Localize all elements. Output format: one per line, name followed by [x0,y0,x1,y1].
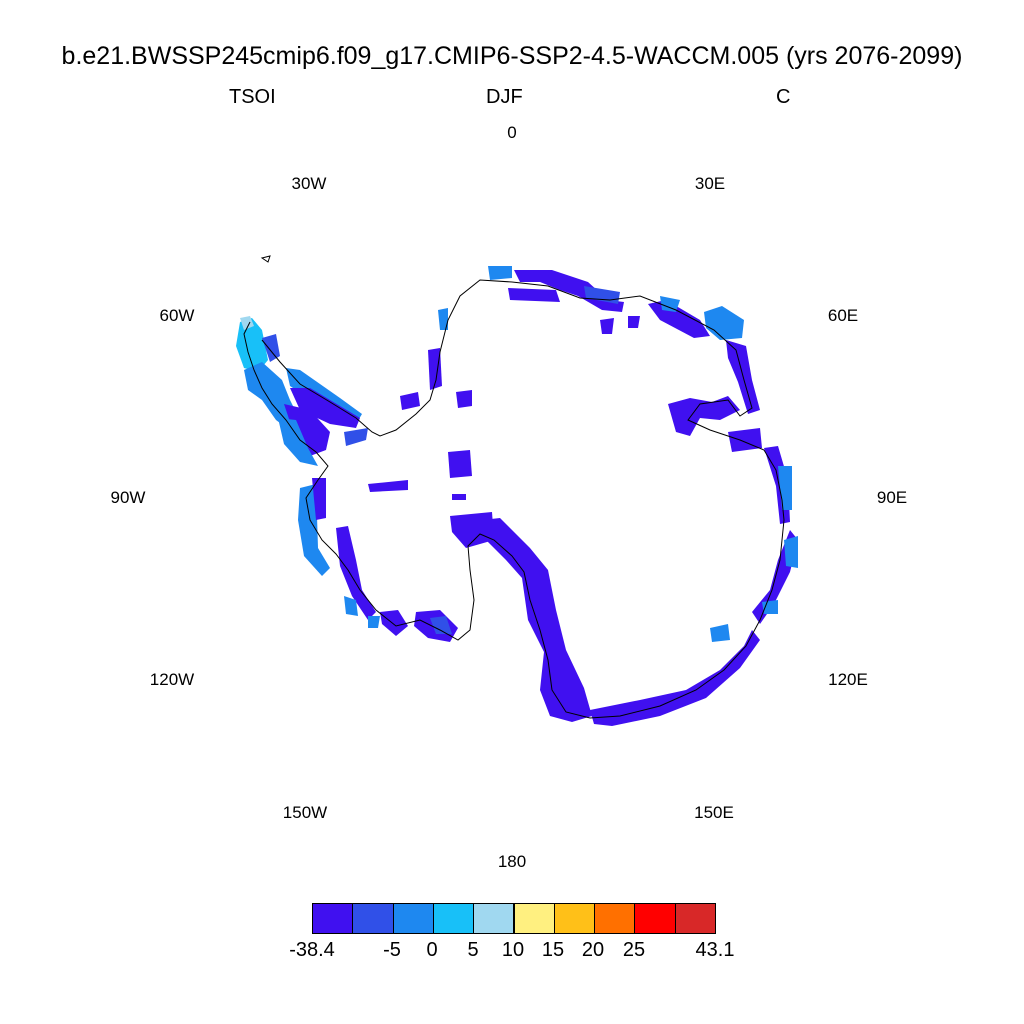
enderby-blue [660,296,680,312]
colorbar-box-2 [392,903,434,934]
peninsula-base-cells [284,404,330,456]
amundsen-blue [344,596,358,616]
interior-cells-3 [450,512,494,548]
colorbar-label: -38.4 [289,939,335,961]
colorbar-box-0 [312,903,354,934]
amundsen-cells [336,526,376,620]
west-coast-blue [298,484,330,576]
peninsula-cells-mid [262,334,280,362]
peninsula-ice-cells [290,388,360,428]
colorbar-label: -5 [383,939,401,961]
ross-west-blue [430,616,452,634]
colorbar-box-3 [432,903,475,934]
units-label: C [776,86,791,108]
colorbar-box-9 [674,903,716,934]
season-label: DJF [486,86,523,108]
weddell-cells [344,428,368,446]
variable-label: TSOI [229,86,276,108]
interior-cells-4 [452,494,466,500]
ross-blue-cell [368,616,380,628]
colorbar-label: 0 [426,939,438,961]
weddell-east-cells [428,348,442,390]
maud-east-cell-2 [628,316,640,328]
weddell-east-blue [438,308,448,330]
wilkes-blue [784,536,798,568]
colorbar-box-1 [352,903,394,934]
lon-label-0: 0 [507,123,517,142]
lon-label-30e: 30E [694,174,726,193]
colorbar-label: 25 [622,939,646,961]
maud-land-blue [488,266,512,280]
filchner-cells-2 [456,390,472,408]
colorbar-label: 10 [501,939,525,961]
colorbar-label: 5 [467,939,479,961]
colorbar-box-5 [513,903,555,934]
wilkes-blue-2 [762,600,778,614]
west-coast-ice [312,478,326,520]
east-interior-cells [728,428,762,452]
lon-label-90e: 90E [876,488,908,507]
interior-cells-2 [448,450,472,478]
colorbar-label: 20 [581,939,605,961]
soil-temperature-cells [236,266,798,726]
lon-label-90w: 90W [110,488,146,507]
lon-label-150e: 150E [694,803,734,822]
coastline-peninsula-east [261,279,513,437]
colorbar-label: 43.1 [695,939,735,961]
maud-land-band [508,288,560,302]
coastline-island [260,255,271,263]
coastline-main [243,281,785,719]
peninsula-base-blue [278,418,318,466]
colorbar-box-4 [473,903,515,934]
colorbar-box-8 [634,903,676,934]
coastline [243,255,785,719]
interior-cells-1 [368,480,408,492]
filchner-cells [400,392,420,410]
lon-label-60w: 60W [159,306,195,325]
lon-label-120e: 120E [828,670,868,689]
marie-byrd-cells [380,610,408,636]
colorbar [312,903,716,934]
enderby-cells [648,300,710,338]
east-interior-blue [710,624,730,642]
maud-east-cell [600,318,614,334]
lon-label-60e: 60E [827,306,859,325]
mac-robertson-blue [704,306,744,340]
maud-land-cells [514,270,624,312]
peninsula-cells-light [236,318,268,372]
colorbar-box-6 [553,903,596,934]
lon-label-30w: 30W [291,174,327,193]
lon-label-150w: 150W [282,803,328,822]
plot-title: b.e21.BWSSP245cmip6.f09_g17.CMIP6-SSP2-4… [61,42,963,70]
peninsula-tip-cell [240,316,254,330]
victoria-land-cells [590,630,760,726]
colorbar-label: 15 [541,939,565,961]
lon-label-120w: 120W [149,670,195,689]
lon-label-180: 180 [497,852,527,871]
colorbar-box-7 [594,903,636,934]
amery-cells [668,396,740,436]
